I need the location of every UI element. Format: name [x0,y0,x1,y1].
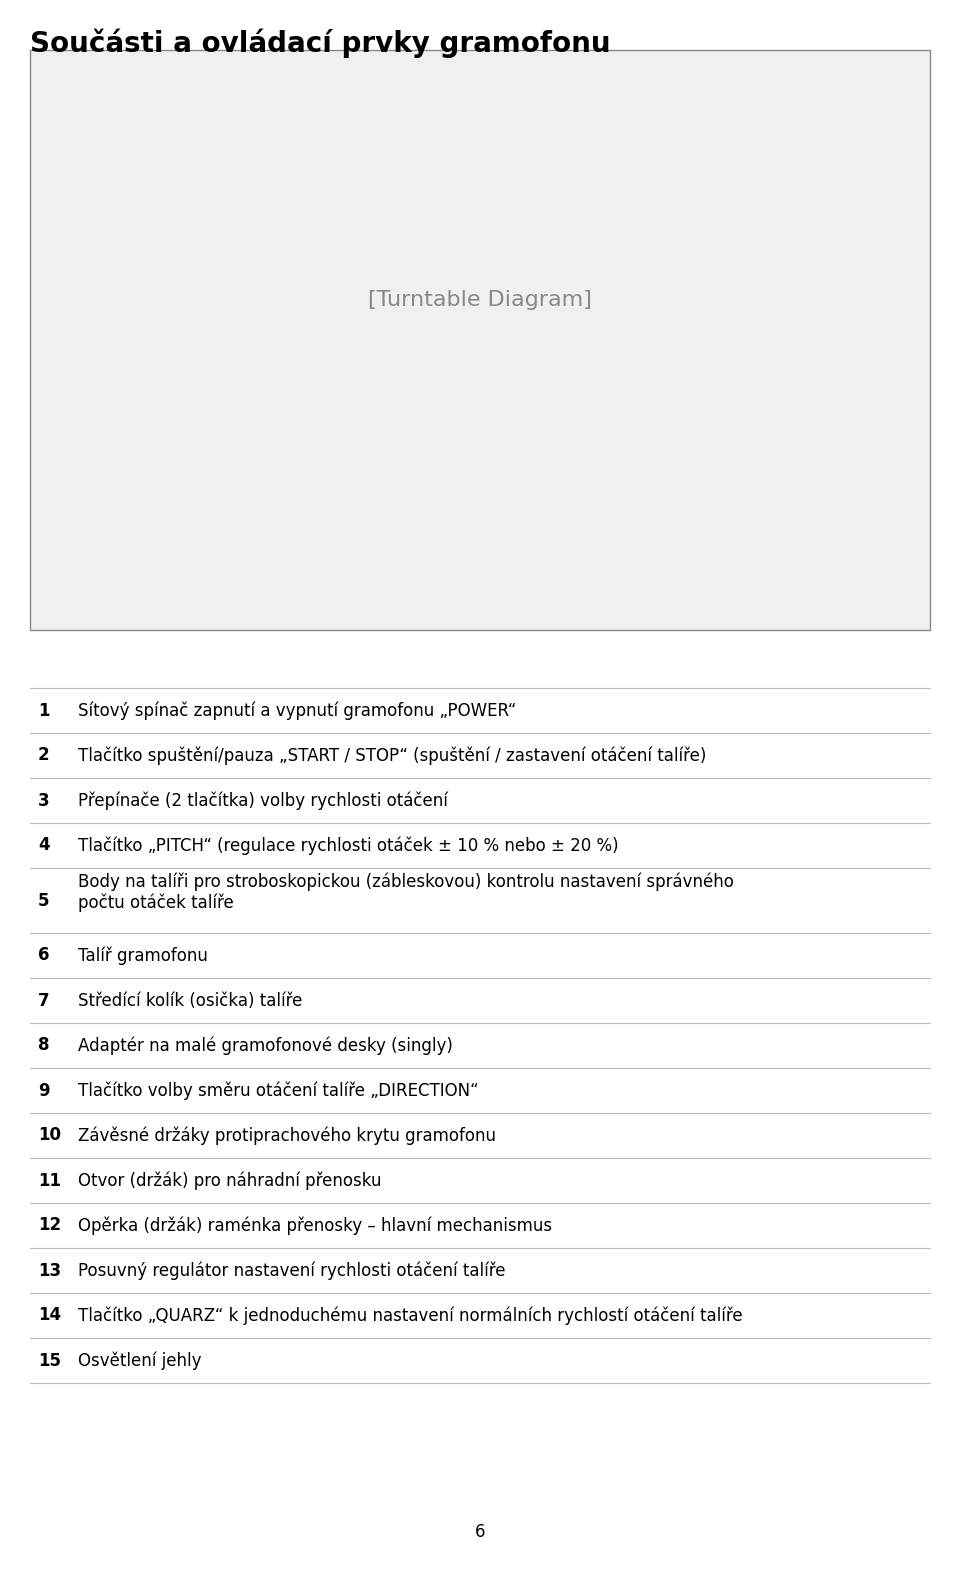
Text: Osvětlení jehly: Osvětlení jehly [78,1352,202,1369]
Text: Tlačítko „QUARZ“ k jednoduchému nastavení normálních rychlostí otáčení talíře: Tlačítko „QUARZ“ k jednoduchému nastaven… [78,1306,743,1325]
Text: 14: 14 [38,1306,61,1325]
Text: 7: 7 [38,992,50,1009]
Text: 3: 3 [38,791,50,810]
Text: 4: 4 [38,836,50,855]
Text: Otvor (držák) pro náhradní přenosku: Otvor (držák) pro náhradní přenosku [78,1171,381,1190]
Text: Posuvný regulátor nastavení rychlosti otáčení talíře: Posuvný regulátor nastavení rychlosti ot… [78,1261,506,1280]
Text: Talíř gramofonu: Talíř gramofonu [78,946,208,965]
Text: Adaptér na malé gramofonové desky (singly): Adaptér na malé gramofonové desky (singl… [78,1036,453,1055]
Text: 6: 6 [475,1523,485,1541]
Text: 6: 6 [38,946,50,965]
Text: Body na talíři pro stroboskopickou (zábleskovou) kontrolu nastavení správného
po: Body na talíři pro stroboskopickou (zábl… [78,872,733,912]
Text: Tlačítko spuštění/pauza „START / STOP“ (spuštění / zastavení otáčení talíře): Tlačítko spuštění/pauza „START / STOP“ (… [78,747,707,764]
Text: 11: 11 [38,1171,61,1190]
Text: Přepínače (2 tlačítka) volby rychlosti otáčení: Přepínače (2 tlačítka) volby rychlosti o… [78,791,448,810]
Text: 1: 1 [38,701,50,720]
Text: [Turntable Diagram]: [Turntable Diagram] [368,289,592,310]
Text: 13: 13 [38,1261,61,1280]
Text: Středící kolík (osička) talíře: Středící kolík (osička) talíře [78,992,302,1009]
Text: 12: 12 [38,1217,61,1234]
Text: Sítový spínač zapnutí a vypnutí gramofonu „POWER“: Sítový spínač zapnutí a vypnutí gramofon… [78,701,516,720]
Bar [30,50,930,630]
Text: 5: 5 [38,891,50,910]
Text: Závěsné držáky protiprachového krytu gramofonu: Závěsné držáky protiprachového krytu gra… [78,1126,496,1144]
Text: 2: 2 [38,747,50,764]
Text: Součásti a ovládací prvky gramofonu: Součásti a ovládací prvky gramofonu [30,28,611,58]
Text: Tlačítko „PITCH“ (regulace rychlosti otáček ± 10 % nebo ± 20 %): Tlačítko „PITCH“ (regulace rychlosti otá… [78,836,618,855]
Text: 8: 8 [38,1036,50,1055]
Text: 9: 9 [38,1082,50,1099]
Text: 15: 15 [38,1352,61,1369]
Text: 10: 10 [38,1127,61,1144]
Text: Opěrka (držák) raménka přenosky – hlavní mechanismus: Opěrka (držák) raménka přenosky – hlavní… [78,1217,552,1234]
Text: Tlačítko volby směru otáčení talíře „DIRECTION“: Tlačítko volby směru otáčení talíře „DIR… [78,1082,479,1100]
